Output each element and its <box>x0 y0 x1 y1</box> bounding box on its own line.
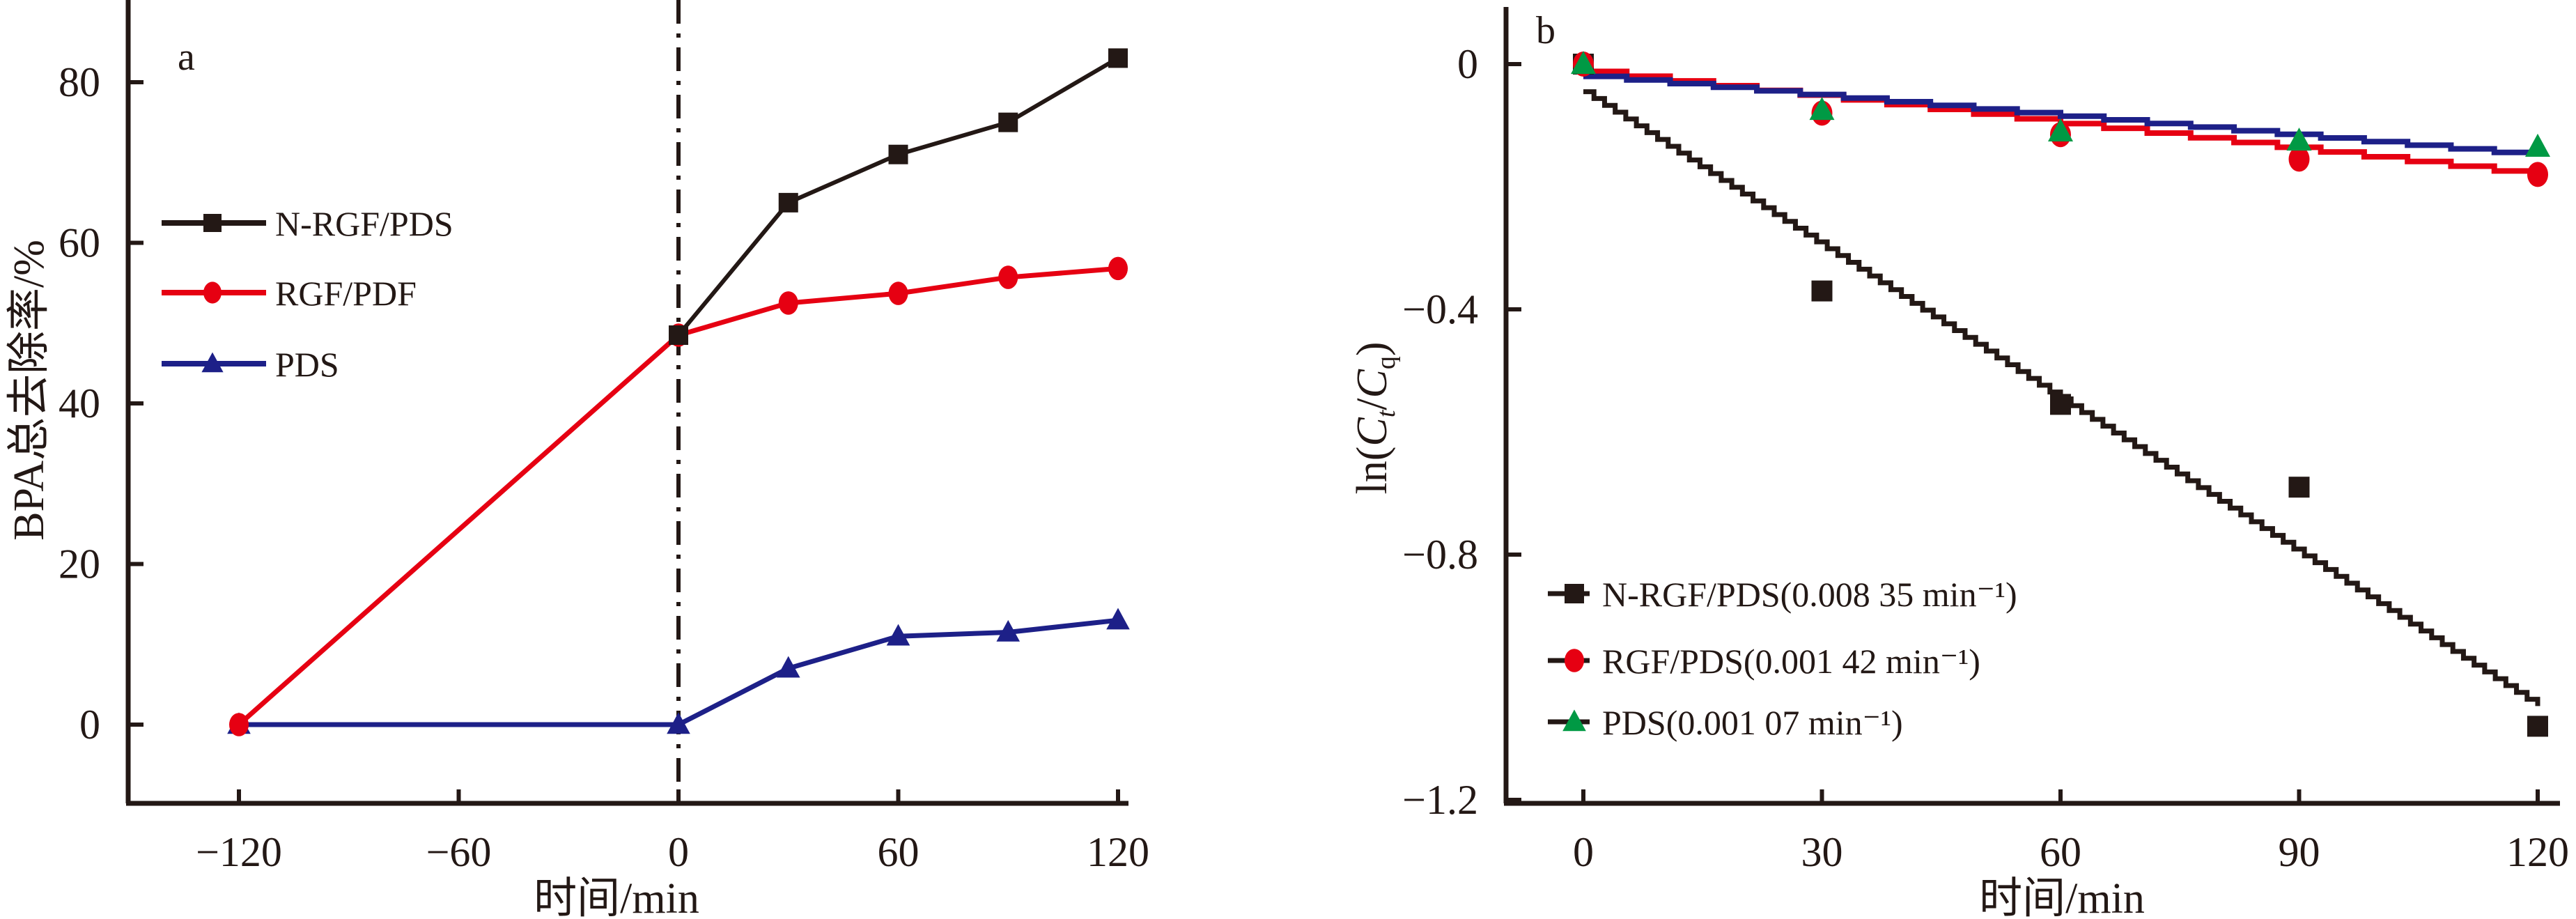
ylabel-sub1: t <box>1372 409 1401 417</box>
x-tick-label: −60 <box>426 829 492 875</box>
data-point <box>1811 280 1833 302</box>
legend-marker <box>201 352 224 373</box>
y-tick-label: 0 <box>79 702 100 748</box>
x-tick-label: 90 <box>2279 829 2320 875</box>
panel-b-label: b <box>1536 9 1555 52</box>
panel-a-y-axis-title: BPA总去除率/% <box>6 240 53 541</box>
legend-marker <box>1565 649 1584 672</box>
legend-marker <box>1562 709 1586 732</box>
fit-line-pds <box>1583 73 2540 156</box>
ylabel-slash: / <box>1349 398 1396 410</box>
data-point <box>1108 256 1128 281</box>
x-tick-label: 60 <box>878 829 920 875</box>
data-point <box>669 325 688 346</box>
data-point <box>1106 608 1130 630</box>
data-point <box>888 281 908 305</box>
y-tick-label: −0.8 <box>1402 532 1478 578</box>
ylabel-sub2: q <box>1372 356 1401 369</box>
data-point <box>2050 394 2071 415</box>
legend-label: N-RGF/PDS(0.008 35 min⁻¹) <box>1602 575 2017 614</box>
ylabel-prefix: ln( <box>1349 447 1396 495</box>
panel-b-y-axis-title: ln(Ct/Cq) <box>1349 341 1401 494</box>
data-point <box>2527 162 2548 187</box>
y-tick-label: −1.2 <box>1402 777 1478 823</box>
y-tick-label: 20 <box>59 541 100 587</box>
panel-a-x-axis-title: 时间/min <box>534 875 699 919</box>
data-point <box>2288 477 2310 498</box>
x-tick-label: 120 <box>2506 829 2569 875</box>
legend-label: RGF/PDF <box>275 274 417 313</box>
ylabel-c2: C <box>1349 369 1396 398</box>
y-tick-label: 60 <box>59 220 100 266</box>
series-line-pds <box>239 617 1119 727</box>
data-point <box>229 713 249 736</box>
legend-marker <box>1565 584 1584 603</box>
legend-label: PDS <box>275 345 339 384</box>
data-point <box>998 112 1018 132</box>
data-point <box>1809 97 1835 121</box>
data-point <box>2286 128 2312 151</box>
data-point <box>2048 118 2073 141</box>
y-tick-label: 40 <box>59 380 100 426</box>
data-point <box>2288 146 2310 172</box>
data-point <box>998 265 1018 289</box>
legend-label: PDS(0.001 07 min⁻¹) <box>1602 703 1903 742</box>
x-tick-label: 120 <box>1087 829 1149 875</box>
panel-a: 0 20 40 60 80 −120 −60 0 60 120 N-RGF/PDS RGF/PDF PD… <box>6 0 1149 919</box>
data-point <box>2527 716 2548 737</box>
panel-b: 0 −0.4 −0.8 −1.2 0 30 60 90 120 N-RGF/PDS(0.008 3… <box>1349 7 2569 919</box>
data-point <box>778 291 798 315</box>
panel-b-marks: 0 −0.4 −0.8 −1.2 0 30 60 90 120 N-RGF/PDS(0.008 3… <box>1402 7 2569 875</box>
data-point <box>667 712 690 734</box>
data-point <box>886 624 910 646</box>
panel-a-label: a <box>178 36 195 79</box>
x-tick-label: 0 <box>1573 829 1594 875</box>
x-tick-label: 60 <box>2040 829 2081 875</box>
y-tick-label: 0 <box>1457 41 1478 87</box>
ylabel-suffix: ) <box>1349 341 1396 356</box>
legend-label: N-RGF/PDS <box>275 204 453 243</box>
data-point <box>1108 48 1128 68</box>
x-tick-label: −120 <box>196 829 282 875</box>
legend-marker <box>203 214 222 232</box>
ylabel-c1: C <box>1349 417 1396 447</box>
data-point <box>996 619 1021 642</box>
data-point <box>888 144 908 164</box>
y-tick-label: −0.4 <box>1402 286 1478 332</box>
panel-b-x-axis-title: 时间/min <box>1979 875 2145 919</box>
panel-a-marks: 0 20 40 60 80 −120 −60 0 60 120 N-RGF/PDS RGF/PDF PD… <box>59 0 1149 875</box>
data-point <box>1571 51 1596 75</box>
x-tick-label: 30 <box>1801 829 1843 875</box>
data-point <box>2525 133 2550 157</box>
data-point <box>776 656 800 678</box>
y-tick-label: 80 <box>59 59 100 105</box>
legend-label: RGF/PDS(0.001 42 min⁻¹) <box>1602 642 1980 681</box>
x-tick-label: 0 <box>668 829 689 875</box>
legend-marker <box>203 281 222 304</box>
data-point <box>778 192 798 213</box>
series-line-rgf-pdf <box>237 265 1119 727</box>
